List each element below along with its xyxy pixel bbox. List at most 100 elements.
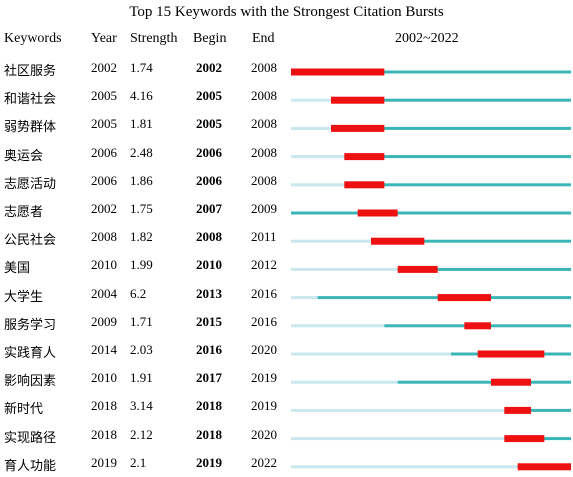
cell-end: 2008 — [251, 116, 277, 132]
cell-keyword: 弱势群体 — [4, 120, 57, 136]
burst-segment — [477, 350, 545, 358]
active-segment — [344, 155, 571, 159]
cell-year: 2019 — [91, 454, 117, 470]
cell-strength: 1.99 — [130, 257, 153, 273]
cell-end: 2019 — [251, 370, 277, 386]
inactive-segment — [291, 437, 505, 441]
inactive-segment — [291, 296, 318, 300]
cell-year: 2005 — [91, 116, 117, 132]
inactive-segment — [291, 239, 371, 243]
cell-strength: 2.12 — [130, 426, 153, 442]
inactive-segment — [291, 267, 398, 271]
cell-strength: 1.71 — [130, 313, 153, 329]
cell-keyword: 奥运会 — [4, 148, 44, 164]
header-strength: Strength — [130, 31, 178, 46]
cell-begin: 2005 — [196, 116, 222, 132]
burst-segment — [397, 265, 438, 273]
cell-end: 2019 — [251, 398, 277, 414]
cell-begin: 2016 — [196, 342, 222, 357]
active-segment — [504, 408, 571, 412]
cell-keyword: 新时代 — [4, 402, 44, 418]
cell-begin: 2019 — [196, 454, 222, 470]
active-segment — [344, 183, 571, 187]
cell-end: 2008 — [251, 144, 277, 160]
cell-end: 2022 — [251, 454, 277, 470]
burst-segment — [517, 463, 571, 471]
cell-begin: 2013 — [196, 285, 222, 301]
cell-keyword: 实现路径 — [4, 430, 57, 446]
cell-year: 2018 — [91, 426, 117, 442]
cell-begin: 2002 — [196, 60, 222, 75]
cell-begin: 2018 — [196, 426, 222, 442]
cell-begin: 2010 — [196, 257, 222, 273]
chart-title: Top 15 Keywords with the Strongest Citat… — [129, 4, 444, 20]
cell-begin: 2007 — [196, 201, 222, 216]
cell-keyword: 和谐社会 — [4, 92, 57, 108]
inactive-segment — [291, 155, 345, 159]
header-range: 2002~2022 — [395, 31, 459, 46]
cell-end: 2012 — [251, 257, 277, 273]
cell-strength: 1.74 — [130, 60, 153, 75]
cell-strength: 4.16 — [130, 88, 153, 104]
cell-year: 2004 — [91, 285, 117, 301]
cell-keyword: 社区服务 — [4, 64, 57, 79]
cell-strength: 2.03 — [130, 342, 153, 357]
inactive-segment — [291, 408, 505, 412]
cell-strength: 1.75 — [130, 201, 153, 216]
active-segment — [331, 98, 571, 102]
cell-keyword: 服务学习 — [4, 317, 57, 333]
cell-keyword: 育人功能 — [4, 458, 57, 474]
inactive-segment — [291, 98, 331, 102]
inactive-segment — [291, 380, 398, 384]
burst-segment — [491, 378, 531, 386]
active-segment — [371, 239, 571, 243]
cell-year: 2010 — [91, 370, 117, 386]
cell-year: 2008 — [91, 229, 117, 245]
cell-keyword: 美国 — [4, 261, 31, 277]
header-begin: Begin — [193, 31, 227, 46]
cell-strength: 3.14 — [130, 398, 153, 414]
cell-keyword: 公民社会 — [4, 233, 57, 249]
cell-year: 2002 — [91, 201, 117, 216]
cell-end: 2011 — [251, 229, 277, 245]
burst-segment — [344, 181, 385, 189]
cell-keyword: 大学生 — [4, 289, 44, 305]
inactive-segment — [291, 183, 345, 187]
cell-strength: 1.81 — [130, 116, 153, 132]
cell-strength: 2.1 — [130, 454, 147, 470]
cell-keyword: 实践育人 — [4, 346, 57, 361]
cell-year: 2009 — [91, 313, 117, 329]
cell-end: 2008 — [251, 172, 277, 188]
header-year: Year — [91, 31, 117, 46]
active-segment — [397, 380, 571, 384]
cell-strength: 1.91 — [130, 370, 153, 386]
burst-segment — [357, 209, 398, 217]
cell-begin: 2008 — [196, 229, 222, 245]
cell-strength: 1.86 — [130, 172, 153, 188]
burst-segment — [371, 237, 425, 245]
cell-begin: 2015 — [196, 313, 222, 329]
cell-end: 2020 — [251, 342, 277, 357]
cell-end: 2020 — [251, 426, 277, 442]
header-end: End — [252, 31, 275, 46]
cell-keyword: 志愿活动 — [4, 176, 57, 192]
burst-segment — [504, 435, 545, 443]
cell-begin: 2005 — [196, 88, 222, 104]
cell-strength: 1.82 — [130, 229, 153, 245]
burst-segment — [331, 96, 385, 104]
burst-segment — [331, 124, 385, 132]
cell-begin: 2017 — [196, 370, 222, 386]
burst-segment — [504, 406, 531, 414]
active-segment — [291, 211, 571, 215]
burst-segment — [344, 153, 385, 161]
cell-year: 2002 — [91, 60, 117, 75]
cell-end: 2008 — [251, 60, 277, 75]
cell-keyword: 影响因素 — [4, 374, 57, 390]
inactive-segment — [291, 324, 385, 328]
cell-begin: 2006 — [196, 144, 222, 160]
cell-end: 2016 — [251, 285, 277, 301]
cell-end: 2009 — [251, 201, 277, 216]
header-keywords: Keywords — [4, 31, 62, 46]
cell-strength: 6.2 — [130, 285, 147, 301]
cell-year: 2006 — [91, 172, 117, 188]
